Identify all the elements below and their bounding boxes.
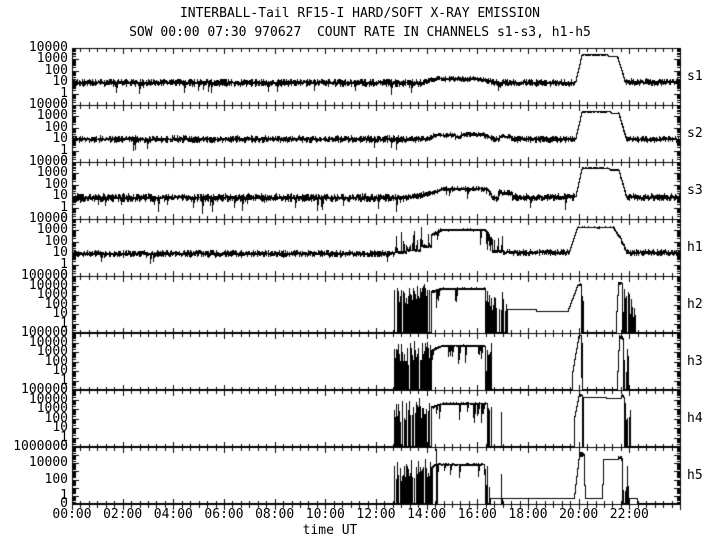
y-tick-label: 10000 xyxy=(28,40,68,55)
x-tick-label: 16:00 xyxy=(457,507,497,522)
y-tick-label: 1000000 xyxy=(13,439,68,454)
y-tick-label: 10 xyxy=(52,306,68,321)
y-tick-label: 1000 xyxy=(36,344,68,359)
y-tick-label: 1000 xyxy=(36,222,68,238)
channel-label: h1 xyxy=(687,239,703,255)
x-tick-label: 02:00 xyxy=(103,507,143,522)
y-tick-label: 100 xyxy=(44,62,68,78)
y-tick-label: 1 xyxy=(60,372,68,388)
y-tick-label: 10000 xyxy=(28,154,68,169)
x-tick-label: 04:00 xyxy=(153,507,193,522)
channel-label: s2 xyxy=(687,125,703,141)
y-tick-label: 1 xyxy=(60,487,68,503)
y-tick-label: 10000 xyxy=(28,277,68,293)
y-tick-label: 10000 xyxy=(28,334,68,350)
x-tick-label: 00:00 xyxy=(52,507,92,522)
y-tick-label: 0 xyxy=(60,439,68,454)
x-tick-label: 14:00 xyxy=(407,507,447,522)
y-tick-label: 100 xyxy=(44,410,68,426)
y-tick-label: 0 xyxy=(60,97,68,112)
y-tick-label: 0 xyxy=(60,211,68,226)
y-tick-label: 10 xyxy=(52,420,68,435)
y-tick-label: 100 xyxy=(44,176,68,192)
y-tick-label: 1000 xyxy=(36,401,68,416)
y-tick-label: 1 xyxy=(60,256,68,272)
y-tick-label: 0 xyxy=(60,268,68,283)
y-tick-label: 100 xyxy=(44,233,68,249)
y-tick-label: 0 xyxy=(60,382,68,397)
x-tick-label: 20:00 xyxy=(559,507,599,522)
y-tick-label: 100 xyxy=(44,471,68,487)
channel-label: h2 xyxy=(687,296,703,312)
x-tick-label: 08:00 xyxy=(255,507,295,522)
y-tick-label: 100000 xyxy=(21,382,68,397)
channel-label: h3 xyxy=(687,353,703,369)
y-tick-label: 10 xyxy=(52,245,68,261)
channel-label: h5 xyxy=(687,467,703,483)
y-tick-label: 1 xyxy=(60,142,68,158)
y-tick-label: 10 xyxy=(52,74,68,90)
y-tick-label: 10000 xyxy=(28,391,68,407)
channel-label: s1 xyxy=(687,68,703,84)
x-tick-label: 18:00 xyxy=(508,507,548,522)
y-tick-label: 1 xyxy=(60,199,68,215)
x-axis-title: time UT xyxy=(302,523,358,538)
y-tick-label: 1000 xyxy=(36,108,68,124)
x-tick-label: 10:00 xyxy=(305,507,345,522)
y-tick-label: 1000 xyxy=(36,287,68,302)
y-tick-label: 1 xyxy=(60,429,68,445)
y-tick-label: 0 xyxy=(60,325,68,340)
channel-label: s3 xyxy=(687,182,703,198)
y-tick-label: 100 xyxy=(44,119,68,135)
y-tick-label: 1000 xyxy=(36,51,68,67)
y-tick-label: 10000 xyxy=(28,455,68,471)
x-tick-label: 06:00 xyxy=(204,507,244,522)
x-tick-label: 22:00 xyxy=(609,507,649,522)
y-tick-label: 10000 xyxy=(28,211,68,226)
y-tick-label: 0 xyxy=(60,154,68,169)
y-tick-label: 10 xyxy=(52,131,68,147)
y-tick-label: 100000 xyxy=(21,325,68,340)
y-tick-label: 1000 xyxy=(36,165,68,181)
y-tick-label: 100 xyxy=(44,296,68,312)
y-tick-label: 100 xyxy=(44,353,68,369)
x-tick-label: 12:00 xyxy=(356,507,396,522)
y-tick-label: 1 xyxy=(60,85,68,101)
y-tick-label: 100000 xyxy=(21,268,68,283)
channel-label: h4 xyxy=(687,410,703,426)
y-tick-label: 0 xyxy=(60,496,68,511)
y-tick-label: 10 xyxy=(52,363,68,378)
y-tick-label: 10000 xyxy=(28,97,68,112)
y-tick-label: 1 xyxy=(60,315,68,331)
y-tick-label: 10 xyxy=(52,188,68,204)
